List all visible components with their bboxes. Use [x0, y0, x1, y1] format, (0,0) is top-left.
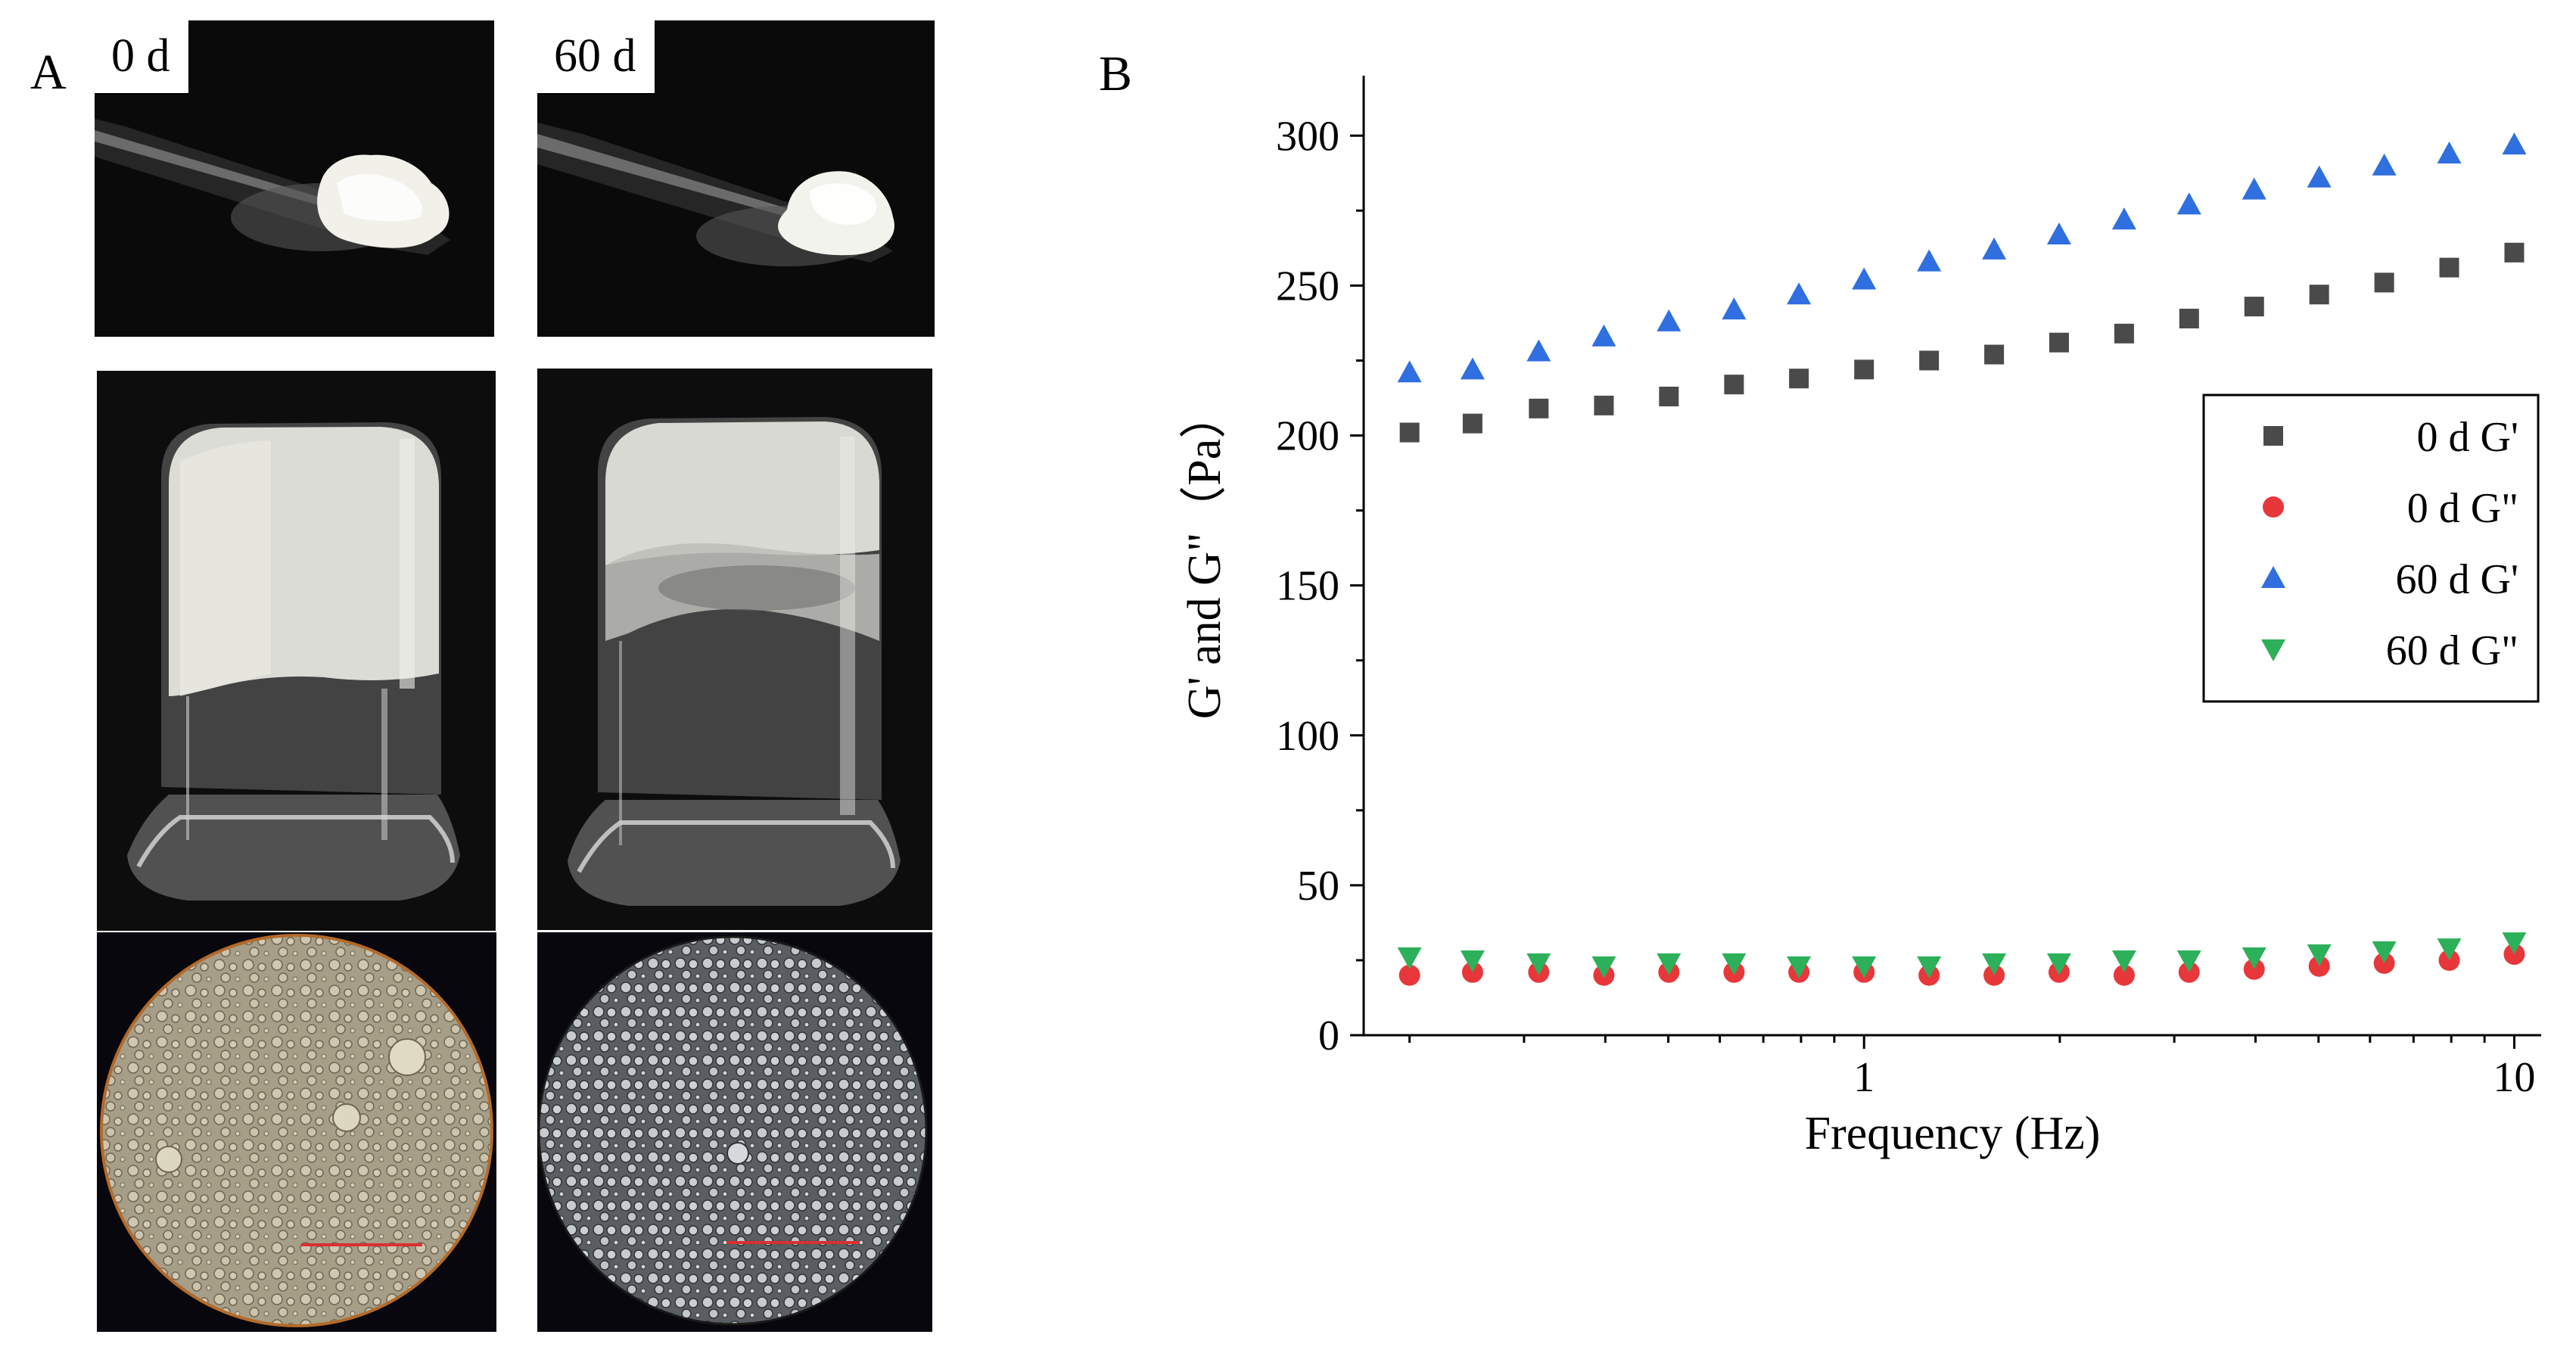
panel-b-letter: B: [1099, 46, 1133, 101]
legend-marker: [2263, 496, 2284, 518]
photo-60d-spoon: 60 d: [537, 20, 935, 337]
data-point-series-4: [2502, 932, 2527, 955]
y-tick-label: 150: [1276, 563, 1339, 610]
beaker-60d-drawing: [537, 369, 932, 930]
data-point-series-3: [1460, 357, 1485, 380]
data-point-series-1: [2374, 272, 2394, 293]
data-point-series-1: [2244, 297, 2264, 317]
data-point-series-2: [2113, 964, 2135, 986]
data-point-series-1: [2114, 323, 2134, 344]
photo-60d-beaker: [537, 369, 932, 930]
photo-0d-spoon: 0 d: [95, 20, 494, 337]
y-tick-label: 300: [1276, 113, 1339, 160]
y-tick-label: 0: [1318, 1012, 1339, 1059]
data-point-series-3: [2176, 192, 2201, 215]
legend-label: 60 d G": [2386, 627, 2518, 674]
legend-box: [2202, 393, 2540, 703]
micrograph-0d-drawing: [100, 934, 493, 1327]
data-point-series-1: [2049, 332, 2069, 353]
y-tick-label: 50: [1297, 863, 1339, 910]
data-point-series-3: [1657, 309, 1682, 331]
panel-a-letter: A: [30, 45, 67, 100]
photo-0d-micrograph: [97, 932, 496, 1332]
chart-marks: [1397, 132, 2527, 986]
data-point-series-3: [1722, 297, 1747, 320]
data-point-series-3: [2502, 132, 2527, 155]
data-point-series-1: [2179, 308, 2199, 328]
data-point-series-1: [1724, 375, 1744, 395]
spoon-0d-drawing: [95, 20, 494, 337]
data-point-series-4: [2372, 941, 2397, 964]
y-tick-label: 200: [1276, 413, 1339, 460]
data-point-series-4: [1787, 956, 1812, 978]
y-axis-title: G' and G"（Pa）: [1179, 392, 1230, 720]
data-point-series-3: [2111, 207, 2136, 230]
photo-label-0d-top: 0 d: [95, 20, 190, 95]
data-point-series-1: [1399, 422, 1420, 443]
data-point-series-4: [1722, 953, 1747, 975]
data-point-series-4: [2111, 950, 2136, 972]
data-point-series-3: [2046, 222, 2071, 245]
data-point-series-4: [1657, 953, 1682, 975]
legend-marker: [2261, 566, 2285, 588]
beaker-0d-drawing: [97, 371, 496, 931]
micrograph-60d-drawing: [537, 935, 928, 1326]
data-point-series-3: [1852, 267, 1877, 290]
data-point-series-1: [1854, 359, 1874, 380]
rheology-chart: 0 50 100 150 200 250 300 1 10 Frequency (Hz) G' an…: [1179, 76, 2541, 1159]
data-point-series-3: [2242, 177, 2266, 200]
data-point-series-3: [1917, 249, 1942, 272]
data-point-series-1: [1529, 398, 1549, 418]
legend-label: 60 d G': [2395, 556, 2518, 603]
legend-marker: [2263, 426, 2283, 446]
data-point-series-4: [1852, 956, 1877, 978]
data-point-series-1: [1462, 413, 1482, 434]
y-tick-label: 250: [1276, 263, 1339, 310]
data-point-series-4: [2307, 944, 2332, 967]
data-point-series-4: [1460, 950, 1485, 972]
y-tick-label: 100: [1276, 713, 1339, 760]
data-point-series-4: [2242, 947, 2266, 969]
chart-panel: 0 50 100 150 200 250 300 1 10 Frequency (Hz) G' an…: [1090, 0, 2573, 1215]
data-point-series-3: [1982, 237, 2007, 260]
data-point-series-4: [2176, 950, 2201, 972]
data-point-series-1: [1984, 344, 2005, 365]
data-point-series-4: [1917, 956, 1942, 978]
photo-label-60d-top: 60 d: [537, 20, 656, 95]
data-point-series-2: [1398, 964, 1420, 986]
data-point-series-3: [2437, 142, 2462, 164]
x-axis-title: Frequency (Hz): [1805, 1108, 2101, 1159]
data-point-series-3: [2372, 153, 2397, 176]
data-point-series-3: [1526, 339, 1551, 362]
data-point-series-1: [1789, 369, 1809, 389]
x-tick-label: 1: [1853, 1054, 1874, 1101]
data-point-series-3: [1397, 360, 1422, 383]
data-point-series-4: [1526, 953, 1551, 975]
chart-legend: 0 d G' 0 d G" 60 d G' 60 d G": [2202, 393, 2540, 703]
legend-label: 0 d G': [2416, 414, 2518, 461]
data-point-series-4: [2046, 953, 2071, 975]
photo-60d-micrograph: [537, 932, 932, 1332]
data-point-series-1: [2439, 257, 2459, 278]
data-point-series-4: [1591, 956, 1616, 978]
data-point-series-1: [2309, 285, 2329, 305]
data-point-series-4: [2437, 938, 2462, 961]
data-point-series-3: [1787, 282, 1812, 305]
data-point-series-4: [1397, 947, 1422, 969]
x-tick-label: 10: [2493, 1054, 2535, 1101]
data-point-series-4: [1982, 953, 2007, 975]
data-point-series-1: [1659, 386, 1679, 406]
data-point-series-1: [2504, 242, 2525, 263]
data-point-series-3: [2307, 165, 2332, 188]
photo-0d-beaker: [97, 371, 496, 931]
legend-marker: [2261, 639, 2285, 661]
data-point-series-1: [1919, 350, 1940, 371]
legend-label: 0 d G": [2407, 485, 2518, 532]
data-point-series-1: [1594, 395, 1614, 415]
chart-axes: 0 50 100 150 200 250 300 1 10 Frequency (Hz) G' an…: [1179, 76, 2541, 1159]
data-point-series-3: [1591, 324, 1616, 347]
